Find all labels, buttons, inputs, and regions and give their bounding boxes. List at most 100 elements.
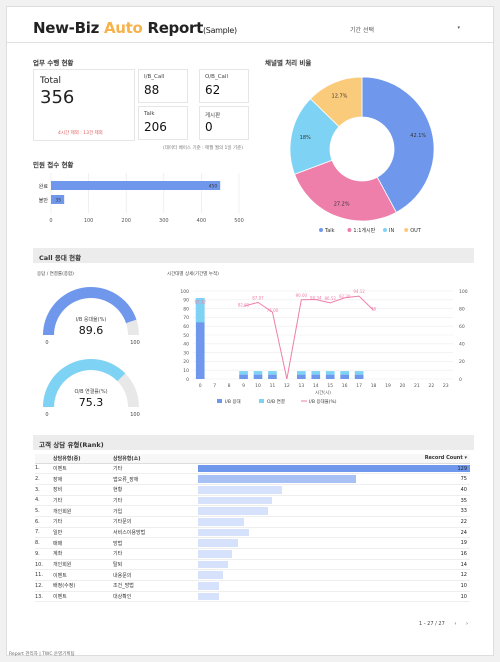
rank-count-cell: 12 [198,569,470,582]
hourly-line-label: 87.07 [252,295,264,300]
hourly-line-label: 76.00 [267,308,279,313]
rank-index: 3. [35,484,53,496]
hourly-bar-ob [297,371,306,375]
civil-tick-label: 300 [159,218,169,224]
rank-count-value: 12 [460,572,467,579]
rank-count-value: 10 [460,583,467,590]
hourly-left-tick: 80 [183,306,189,312]
rank-type-small: 서비스이용방법 [113,527,198,539]
hourly-bar-ib [239,374,248,379]
hourly-bar-ob [354,371,364,375]
rank-count-cell: 33 [198,505,470,517]
hourly-x-tick: 9 [242,383,245,389]
hourly-left-tick: 60 [183,324,189,330]
rank-count-cell: 10 [198,591,470,603]
hourly-bar-ib [311,374,321,379]
table-row[interactable]: 1. 이벤트 기타 129 [35,463,470,475]
rank-col-count-label: Record Count [424,455,463,462]
channel-ratio-title: 채널별 처리 비율 [265,59,312,67]
civil-bar [51,181,221,190]
rank-type-mid: 일반 [53,527,113,539]
report-footer: Report 관리자 | TWC 운영기획팀 [9,652,75,657]
table-row[interactable]: 8. 매매 방법 19 [35,537,470,549]
civil-tick-label: 0 [49,218,52,224]
pie-slice[interactable] [294,159,397,222]
pie-slice[interactable] [361,76,435,213]
table-row[interactable]: 11. 이벤트 내용문의 12 [35,569,470,582]
rank-type-small: 기타 [113,495,198,507]
hourly-line-label: 86.52 [324,296,336,301]
table-row[interactable]: 12. 배정(수정) 조건_방법 10 [35,580,470,592]
rank-count-value: 10 [460,593,467,600]
rank-count-cell: 40 [198,484,470,496]
rank-count-value: 24 [460,529,467,536]
kpi-talk-value: 206 [144,120,167,134]
pie-slice[interactable] [309,76,363,128]
rank-col-small[interactable]: 상담유형(소) [113,454,198,464]
rank-section-band: 고객 상담 유형(Rank) [33,435,474,450]
chevron-down-icon: ▾ [457,25,460,31]
period-select[interactable]: 기간 선택 ▾ [350,25,470,34]
rank-type-small: 기타문의 [113,516,198,528]
kpi-board-label: 게시판 [205,113,221,119]
rank-count-cell: 16 [198,548,470,560]
rank-count-cell: 22 [198,516,470,528]
kpi-total-note: 4시간 제외 : 13건 제외 [58,131,103,136]
hourly-right-tick: 20 [459,359,465,365]
civil-bar [51,195,65,204]
hourly-bar-ob [195,298,205,323]
rank-count-value: 33 [460,508,467,515]
table-row[interactable]: 7. 일반 서비스이용방법 24 [35,527,470,539]
table-row[interactable]: 3. 장비 현황 40 [35,484,470,496]
rank-type-mid: 매매 [53,537,113,549]
rank-type-mid: 계좌 [53,548,113,560]
hourly-legend-label: I/B 응대율(%) [309,398,337,405]
hourly-x-tick: 12 [284,383,290,389]
kpi-total-label: Total [40,76,62,86]
pager-prev-icon[interactable]: ‹ [454,621,457,627]
rank-count-bar [198,539,239,547]
gauges: I/B 응대율(%)89.6 0 100 O/B 연결률(%)75.3 0 100 [43,286,140,418]
work-status-title: 업무 수행 현황 [33,59,74,67]
table-row[interactable]: 5. 개인회원 가입 33 [35,505,470,517]
civil-bars: 450 35 [51,181,221,204]
gauge-fill [43,359,126,407]
rank-count-value: 19 [460,540,467,547]
rank-count-bar [198,560,228,569]
hourly-line-label: 78 [371,306,377,311]
table-row[interactable]: 2. 장애 앱오류_장애 75 [35,473,470,485]
gauge-min: 0 [45,340,48,346]
hourly-bar-ib [195,298,205,379]
pie-slice-label: 27.2% [334,201,350,207]
rank-type-mid: 개인회원 [53,505,113,517]
hourly-bar-ob [311,371,321,375]
table-row[interactable]: 10. 개인회원 탈퇴 14 [35,559,470,571]
hourly-x-tick: 8 [228,383,231,389]
legend-swatch [319,228,323,232]
rank-count-bar [198,571,224,580]
rank-table-wrap: 상담유형(중) 상담유형(소) Record Count ▾ 1. 이벤트 기타 12… [35,454,470,603]
rank-count-value: 40 [460,486,467,493]
rank-col-count[interactable]: Record Count ▾ [198,454,470,464]
hourly-x-tick: 10 [255,383,261,389]
kpi-ob-value: 62 [205,83,221,97]
rank-type-small: 대상확인 [113,591,198,603]
rank-section-title: 고객 상담 유형(Rank) [39,441,104,449]
rank-count-value: 75 [460,476,467,483]
rank-index: 11. [35,569,53,582]
rank-count-cell: 129 [198,463,470,475]
hourly-left-tick: 50 [183,333,189,339]
civil-bar-category: 불만 [39,197,49,204]
table-row[interactable]: 9. 계좌 기타 16 [35,548,470,560]
civil-grid [50,173,240,213]
rank-type-small: 조건_방법 [113,580,198,592]
hourly-x-tick: 15 [327,383,333,389]
table-row[interactable]: 6. 기타 기타문의 22 [35,516,470,528]
rank-col-mid[interactable]: 상담유형(중) [53,454,113,464]
table-row[interactable]: 4. 기타 기타 35 [35,495,470,507]
table-row[interactable]: 13. 이벤트 대상확인 10 [35,591,470,603]
rank-count-cell: 19 [198,537,470,549]
pager-next-icon[interactable]: › [465,621,468,627]
